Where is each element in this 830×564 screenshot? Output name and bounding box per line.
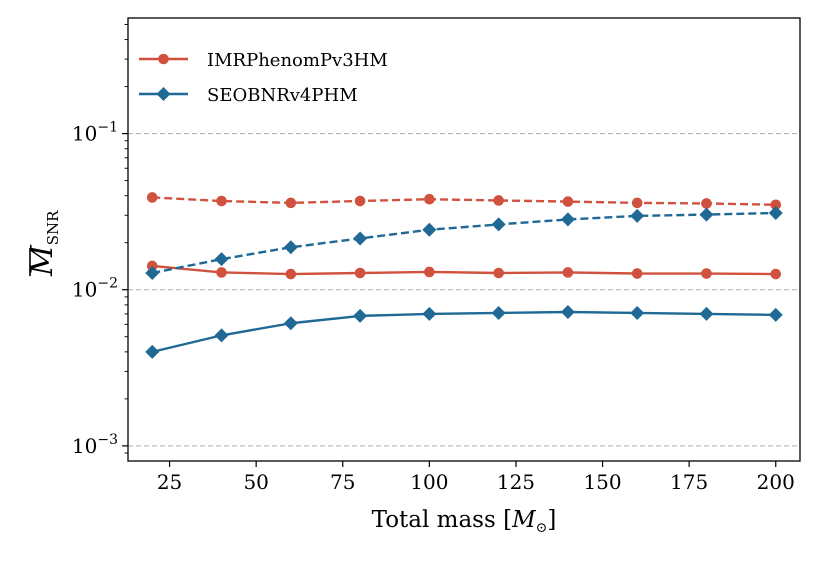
x-axis-title: Total mass [M⊙] — [372, 507, 557, 536]
data-point-circle — [631, 268, 643, 279]
series-line-seob-dashed — [152, 211, 776, 275]
series-seob-solid — [145, 305, 783, 359]
y-tick-label-exponent: −1 — [97, 120, 118, 136]
x-tick-label: 100 — [410, 470, 448, 494]
y-tick-label: 10−3 — [72, 432, 118, 458]
data-point-circle — [562, 196, 574, 207]
x-tick-label: 200 — [757, 470, 795, 494]
legend-item: SEOBNRv4PHM — [139, 85, 358, 106]
data-point-circle — [285, 197, 297, 209]
data-point-diamond — [491, 217, 506, 232]
x-axis-title-symbol: M — [511, 507, 537, 533]
data-point-diamond — [699, 306, 714, 321]
data-point-circle — [493, 267, 504, 279]
series-line-seob-solid — [151, 310, 776, 354]
data-point-diamond — [491, 305, 506, 320]
data-point-circle — [701, 268, 712, 279]
data-point-diamond — [768, 206, 783, 221]
x-axis-title-subscript: ⊙ — [536, 520, 548, 536]
data-point-diamond — [145, 344, 160, 359]
data-point-diamond — [422, 222, 437, 237]
data-point-circle — [562, 267, 574, 278]
data-point-circle — [631, 197, 643, 209]
y-tick-label: 10−1 — [72, 120, 118, 146]
y-tick-label-exponent: −3 — [97, 432, 118, 448]
data-point-circle — [146, 192, 158, 203]
series-seob-dashed — [145, 206, 783, 280]
data-point-diamond — [353, 308, 368, 323]
series-imr-solid — [146, 260, 782, 280]
y-axis-title-subscript: SNR — [44, 210, 62, 245]
x-tick-label: 25 — [157, 470, 182, 494]
x-tick-label: 125 — [497, 470, 535, 494]
data-point-circle — [216, 195, 227, 207]
y-axis-ticks: 10−110−210−3 — [72, 24, 128, 458]
x-axis-title-prefix: Total mass [ — [372, 507, 512, 533]
data-point-diamond — [699, 207, 714, 222]
y-tick-label-base: 10 — [72, 122, 97, 146]
y-tick-label: 10−2 — [72, 276, 118, 302]
grid-lines — [128, 133, 800, 447]
data-point-diamond — [156, 87, 171, 101]
data-point-diamond — [768, 307, 783, 322]
y-axis-title-text: MSNR — [25, 210, 62, 277]
data-point-diamond — [283, 240, 298, 255]
data-point-circle — [146, 260, 158, 272]
data-point-circle — [701, 198, 712, 209]
x-axis-title-suffix: ] — [547, 507, 556, 533]
data-point-diamond — [283, 316, 298, 331]
y-tick-label-exponent: −2 — [97, 276, 118, 292]
series-layer — [145, 192, 783, 359]
x-tick-label: 150 — [583, 470, 621, 494]
data-point-circle — [424, 266, 435, 278]
legend-label: SEOBNRv4PHM — [207, 85, 358, 106]
data-point-diamond — [145, 265, 160, 280]
data-point-circle — [770, 268, 782, 280]
y-axis-title: MSNR — [25, 210, 62, 277]
data-point-diamond — [353, 231, 368, 246]
data-point-circle — [354, 195, 366, 207]
series-line-imr-dashed — [152, 196, 776, 206]
y-tick-label-base: 10 — [72, 434, 97, 458]
data-point-diamond — [214, 328, 229, 343]
data-point-circle — [158, 53, 169, 65]
data-point-diamond — [560, 305, 575, 320]
data-point-diamond — [560, 212, 575, 227]
data-point-diamond — [630, 208, 645, 223]
data-point-diamond — [214, 252, 229, 267]
data-point-circle — [354, 267, 366, 279]
data-point-diamond — [422, 306, 437, 321]
data-point-circle — [770, 199, 782, 211]
x-tick-label: 50 — [243, 470, 268, 494]
plot-area-frame — [127, 17, 801, 462]
legend: IMRPhenomPv3HM SEOBNRv4PHM — [139, 50, 388, 106]
data-point-circle — [424, 193, 435, 205]
data-point-circle — [216, 267, 227, 278]
legend-label: IMRPhenomPv3HM — [207, 50, 388, 71]
y-axis-title-symbol: M — [25, 244, 60, 277]
x-tick-label: 75 — [330, 470, 355, 494]
data-point-circle — [493, 195, 504, 206]
series-line-imr-solid — [152, 264, 776, 276]
x-tick-label: 175 — [670, 470, 708, 494]
legend-item: IMRPhenomPv3HM — [139, 50, 388, 71]
data-point-circle — [285, 268, 297, 280]
x-axis-ticks: 25 50 75 100 125 150 175 200 — [157, 461, 795, 494]
series-imr-dashed — [146, 192, 782, 211]
data-point-diamond — [630, 305, 645, 320]
y-tick-label-base: 10 — [72, 278, 97, 302]
